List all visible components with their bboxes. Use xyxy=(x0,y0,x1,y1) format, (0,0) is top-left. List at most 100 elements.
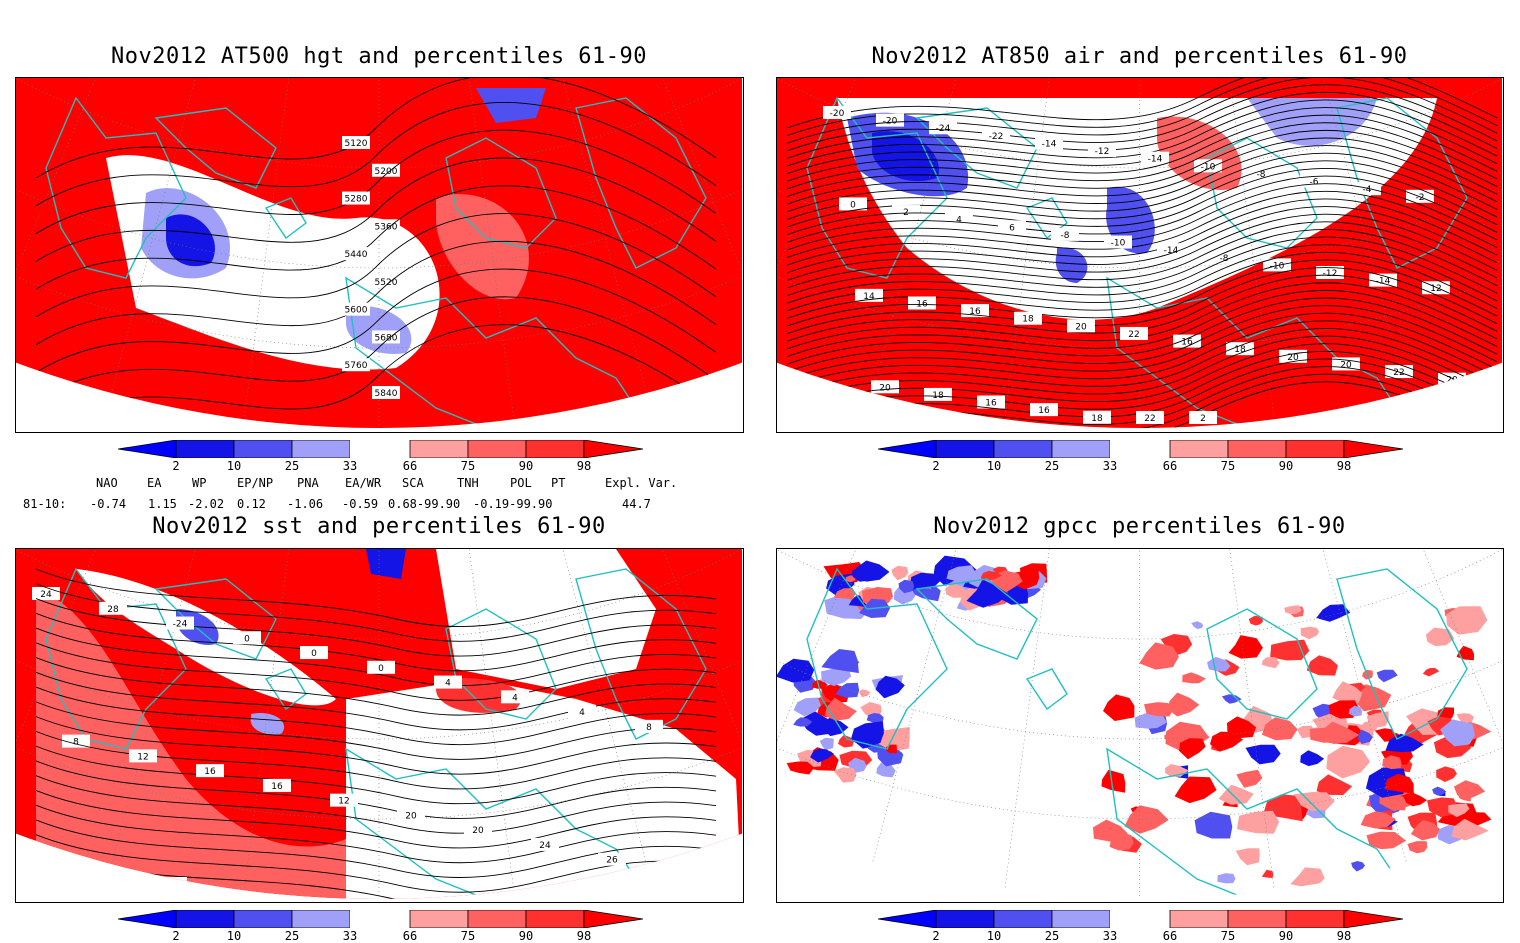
colorbar-tick-label: 2 xyxy=(932,459,940,473)
precip-percentile-cell xyxy=(946,565,977,582)
contour-label: 22 xyxy=(1120,326,1148,340)
precip-percentile-cell xyxy=(1348,705,1362,717)
precip-percentile-cell xyxy=(1384,773,1414,794)
contour-label-text: 18 xyxy=(1091,414,1103,424)
contour-label: 26 xyxy=(598,852,626,866)
contour-label: -14 xyxy=(1369,273,1397,287)
contour-label: 16 xyxy=(1173,334,1201,348)
coastline xyxy=(1206,608,1318,720)
contour-label: -14 xyxy=(1141,151,1169,165)
contour-label-text: 5200 xyxy=(375,167,398,177)
colorbar-tick-label: 90 xyxy=(1278,929,1294,943)
contour-label-box xyxy=(372,386,400,399)
contour-label-box xyxy=(1067,319,1095,333)
contour-label: 18 xyxy=(1226,342,1254,356)
precip-percentile-cell xyxy=(1300,750,1325,767)
contour-label-box xyxy=(531,837,559,851)
contour-label: 8 xyxy=(635,719,663,733)
contour-label-box xyxy=(1014,311,1042,325)
coastline xyxy=(1025,197,1068,240)
colorbar-tick-label: 10 xyxy=(226,459,242,473)
contour-line xyxy=(786,358,1498,426)
contour-label-text: 12 xyxy=(137,752,148,762)
colorbar-tick-label: 2 xyxy=(172,459,180,473)
precip-percentile-cell xyxy=(1353,684,1392,712)
contour-label: -12 xyxy=(1088,144,1116,158)
contour-label-box xyxy=(892,205,920,219)
colorbar-tick-label: 2 xyxy=(172,929,180,943)
contour-label: 5760 xyxy=(342,358,370,372)
contour-line xyxy=(35,627,717,686)
contour-line xyxy=(786,145,1498,213)
precip-percentile-cell xyxy=(1221,694,1242,704)
index-value: -1.06 xyxy=(287,497,324,511)
contour-label-text: -24 xyxy=(936,124,951,134)
colorbar-extend-low xyxy=(877,439,937,459)
precip-percentile-cell xyxy=(1306,655,1338,676)
contour-label-text: 20 xyxy=(1340,360,1352,370)
precip-percentile-cell xyxy=(1228,635,1263,659)
precip-percentile-cell xyxy=(1093,819,1128,845)
panel-title-sst: Nov2012 sst and percentiles 61-90 xyxy=(152,514,606,539)
precip-percentile-cell xyxy=(777,658,815,683)
contour-line xyxy=(35,686,717,746)
precip-percentile-cell xyxy=(1248,615,1263,626)
contour-label: -10 xyxy=(1194,159,1222,173)
map-domain: 5120 5200 5280 5360 5440 5520 5600 5680 5760 5840 xyxy=(16,78,742,428)
precip-percentile-cell xyxy=(819,717,849,737)
map-panel-gpcc xyxy=(776,548,1504,903)
precip-percentile-cell xyxy=(1316,774,1353,795)
precip-percentile-cell xyxy=(893,583,916,605)
index-value: 44.7 xyxy=(622,497,651,511)
contour-line xyxy=(35,102,717,207)
contour-line xyxy=(786,114,1498,182)
coastline xyxy=(915,578,1038,660)
contour-label-text: 25 xyxy=(167,880,178,890)
contour-label-box xyxy=(129,749,157,763)
colorbar-segment xyxy=(993,909,1053,929)
colorbar-segment xyxy=(291,909,351,929)
precip-percentile-cell xyxy=(859,689,871,698)
contour-label-text: 0 xyxy=(850,200,856,210)
precip-percentile-cell xyxy=(1440,719,1475,747)
precip-percentile-cell xyxy=(1300,626,1320,640)
contour-label-text: -22 xyxy=(989,132,1004,142)
contour-label-box xyxy=(166,616,194,630)
contour-label-text: 8 xyxy=(73,738,79,748)
precip-percentile-cell xyxy=(1174,776,1217,804)
colorbar-segment xyxy=(1051,439,1111,459)
precip-percentile-cell xyxy=(838,734,854,748)
contour-label-text: -2 xyxy=(1416,193,1425,203)
precip-percentile-cell xyxy=(876,727,910,751)
contour-label: -14 xyxy=(1157,243,1185,257)
contour-label-text: -10 xyxy=(1270,261,1285,271)
contour-line xyxy=(35,745,717,805)
contour-label-box xyxy=(233,631,261,645)
contour-label-text: 0 xyxy=(311,649,317,659)
contour-line xyxy=(786,282,1498,350)
contour-label: 5440 xyxy=(342,247,370,261)
precip-percentile-cell xyxy=(1446,606,1488,635)
colorbar-tick-label: 66 xyxy=(402,929,418,943)
contour-label-box xyxy=(464,823,492,837)
contour-label: -8 xyxy=(1247,166,1275,180)
contour-label-text: 0 xyxy=(378,664,384,674)
map-domain: -20-20-24-22-14-12-14-10-8-6-4-20246-8-1… xyxy=(777,78,1502,428)
contour-line xyxy=(786,221,1498,289)
colorbar-segment xyxy=(525,439,585,459)
contour-label-box xyxy=(159,877,187,890)
precip-percentile-cell xyxy=(1182,672,1206,684)
colorbar-segment xyxy=(1110,910,1170,928)
contour-label: 28 xyxy=(665,867,693,881)
contour-label-text: 16 xyxy=(985,399,997,409)
precip-percentile-cell xyxy=(1458,790,1472,802)
contour-label-text: 22 xyxy=(1128,330,1139,340)
contour-label: 5120 xyxy=(342,136,370,149)
colorbar-segment xyxy=(1051,909,1111,929)
coastline xyxy=(1336,568,1468,740)
colorbar-segment xyxy=(467,439,527,459)
contour-label-text: 4 xyxy=(512,693,518,703)
contour-label-text: 20 xyxy=(879,383,891,393)
colorbar-segment xyxy=(291,439,351,459)
map-sst: 24 28 -24 0 0 0 4 4 4 8 8 12 16 16 12 20 20 24 26 28 28 25 xyxy=(16,549,742,899)
